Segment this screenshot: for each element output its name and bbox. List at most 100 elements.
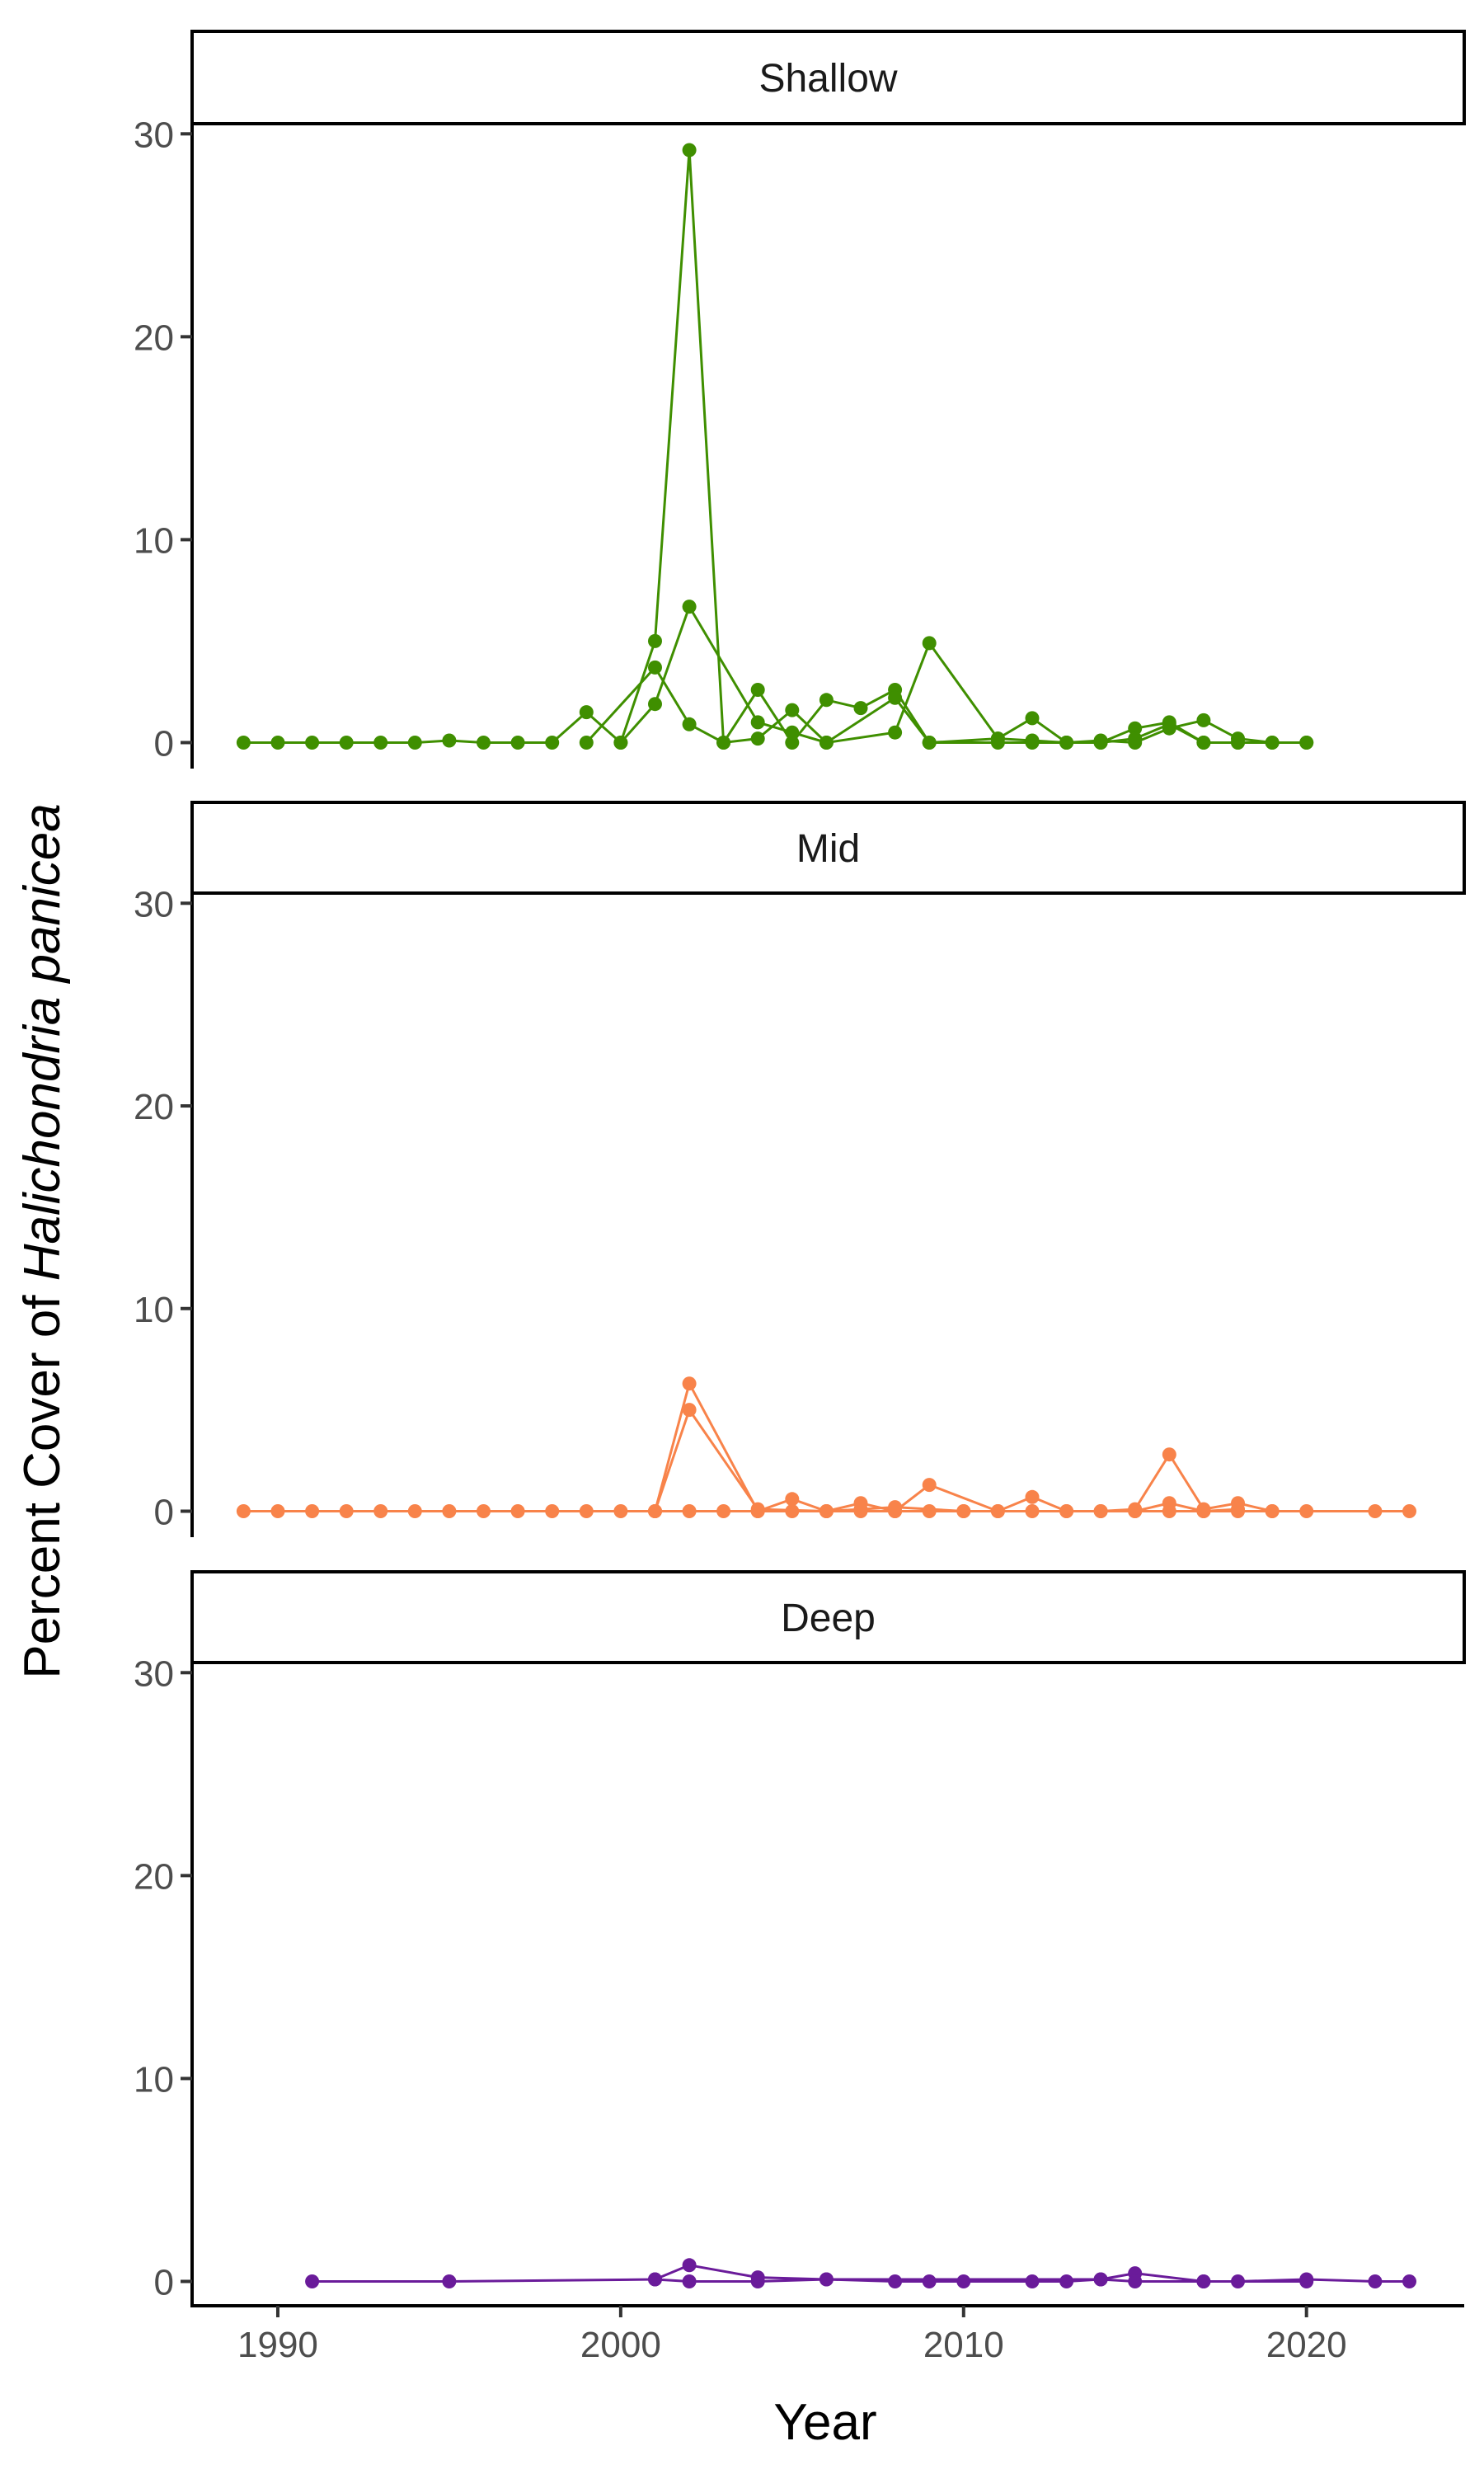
data-point-mid — [716, 1504, 731, 1518]
data-point-shallow — [682, 600, 697, 614]
data-point-shallow — [648, 633, 662, 648]
y-tick-label-deep: 30 — [134, 1653, 174, 1694]
data-point-deep — [305, 2274, 320, 2288]
data-point-shallow — [785, 725, 800, 740]
data-point-shallow — [648, 660, 662, 675]
data-point-mid — [545, 1504, 560, 1518]
data-point-shallow — [888, 690, 903, 705]
strip-label-shallow: Shallow — [758, 57, 897, 101]
series-line-deep-2 — [655, 2278, 1307, 2283]
data-point-mid — [1231, 1502, 1245, 1517]
strip-label-deep: Deep — [781, 1597, 876, 1640]
data-point-shallow — [750, 715, 765, 730]
strip-label-mid: Mid — [796, 827, 860, 871]
y-tick-label-deep: 0 — [154, 2262, 174, 2302]
data-point-deep — [1196, 2274, 1211, 2288]
data-point-mid — [1265, 1504, 1280, 1518]
data-point-shallow — [1299, 736, 1314, 750]
data-point-shallow — [305, 736, 320, 750]
data-point-deep — [750, 2274, 765, 2288]
series-line-mid-3 — [654, 1409, 1238, 1512]
data-point-shallow — [888, 725, 903, 740]
data-point-mid — [1025, 1489, 1040, 1504]
data-point-deep — [1093, 2272, 1108, 2287]
y-tick-label-mid: 20 — [134, 1087, 174, 1127]
data-point-shallow — [922, 736, 937, 750]
data-point-mid — [922, 1504, 937, 1518]
data-point-shallow — [1196, 713, 1211, 727]
data-point-mid — [442, 1504, 457, 1518]
y-axis-title: Percent Cover of Halichondria panicea — [14, 803, 71, 1678]
data-point-shallow — [1196, 736, 1211, 750]
data-point-mid — [1196, 1504, 1211, 1518]
data-point-shallow — [990, 731, 1005, 746]
data-point-deep — [682, 2258, 697, 2273]
chart-panels: Shallow 0 10 20 30 Mid 0 10 20 30 Deep 0 10 20 30 — [134, 30, 1466, 2307]
data-point-shallow — [682, 717, 697, 731]
data-point-mid — [853, 1502, 868, 1517]
panel-mid: Mid 0 10 20 30 — [134, 801, 1466, 1537]
data-point-mid — [682, 1376, 697, 1391]
x-tick-label: 2010 — [923, 2325, 1004, 2365]
data-point-mid — [682, 1504, 697, 1518]
y-axis-title-prefix: Percent Cover of — [14, 1281, 71, 1678]
data-point-deep — [922, 2274, 937, 2288]
x-tick-label: 2020 — [1266, 2325, 1347, 2365]
data-point-shallow — [1231, 736, 1245, 750]
x-axis-title: Year — [773, 2394, 876, 2451]
data-point-deep — [819, 2272, 834, 2287]
data-point-deep — [682, 2274, 697, 2288]
data-point-shallow — [477, 736, 491, 750]
data-point-mid — [407, 1504, 422, 1518]
data-point-mid — [477, 1504, 491, 1518]
data-point-shallow — [373, 736, 388, 750]
data-point-shallow — [270, 736, 285, 750]
strip-box-mid — [190, 801, 1466, 895]
data-point-shallow — [785, 736, 800, 750]
panel-deep: Deep 0 10 20 30 — [134, 1570, 1466, 2307]
y-tick-label-shallow: 10 — [134, 520, 174, 561]
data-point-shallow — [1025, 711, 1040, 726]
data-point-shallow — [648, 697, 662, 712]
data-point-mid — [648, 1504, 662, 1518]
data-point-shallow — [579, 736, 594, 750]
data-point-mid — [1162, 1496, 1176, 1511]
data-point-shallow — [682, 143, 697, 158]
data-point-shallow — [785, 703, 800, 717]
data-point-shallow — [922, 636, 937, 651]
data-point-mid — [305, 1504, 320, 1518]
data-point-deep — [1128, 2274, 1143, 2288]
data-point-mid — [373, 1504, 388, 1518]
data-point-mid — [750, 1502, 765, 1517]
data-point-shallow — [853, 701, 868, 716]
data-point-shallow — [750, 731, 765, 746]
data-point-shallow — [407, 736, 422, 750]
data-point-mid — [236, 1504, 251, 1518]
y-tick-label-mid: 0 — [154, 1493, 174, 1533]
series-line-mid-2 — [654, 1382, 1273, 1512]
data-point-mid — [339, 1504, 354, 1518]
data-point-shallow — [579, 705, 594, 720]
data-point-deep — [1402, 2274, 1416, 2288]
data-point-mid — [1402, 1504, 1416, 1518]
y-tick-label-mid: 30 — [134, 884, 174, 924]
y-tick-label-mid: 10 — [134, 1290, 174, 1330]
y-tick-label-shallow: 30 — [134, 115, 174, 155]
data-point-shallow — [442, 733, 457, 748]
series-line-shallow-1 — [243, 148, 1307, 744]
strip-box-shallow — [190, 30, 1466, 125]
data-point-mid — [888, 1500, 903, 1515]
strip-box-deep — [190, 1570, 1466, 1664]
data-point-shallow — [1059, 736, 1074, 750]
data-point-mid — [1128, 1504, 1143, 1518]
x-tick-label: 2000 — [580, 2325, 661, 2365]
data-point-shallow — [1093, 736, 1108, 750]
data-point-deep — [1368, 2274, 1383, 2288]
data-point-mid — [613, 1504, 628, 1518]
data-point-mid — [682, 1403, 697, 1418]
data-point-shallow — [750, 683, 765, 697]
data-point-shallow — [236, 736, 251, 750]
data-point-deep — [648, 2272, 662, 2287]
data-point-deep — [1059, 2274, 1074, 2288]
